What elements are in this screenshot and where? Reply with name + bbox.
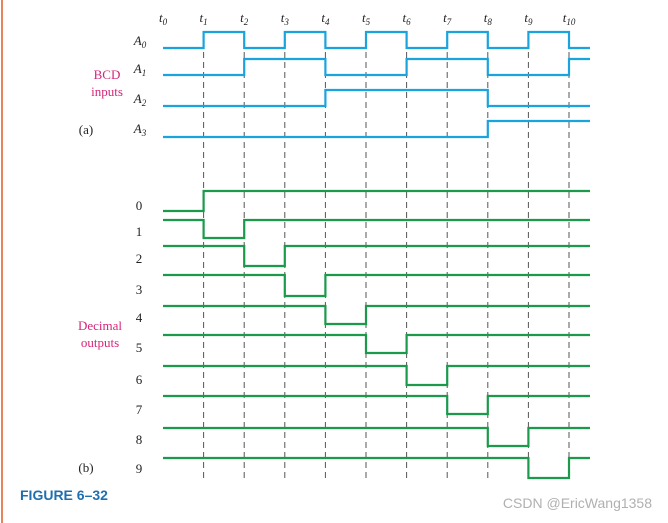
time-label-t5: t5 [362,10,371,27]
decimal-label-line2: outputs [81,335,119,350]
labels: t0 t1 t2 t3 t4 t5 t6 t7 t8 t9 t10 A0 A1 A2 A3 0 1 2 3 4 5 6 7 8… [133,10,576,476]
time-gridlines [203,32,570,478]
input-wave-a3 [163,119,590,139]
panel-b-label: (b) [78,460,93,475]
output-wave-4 [163,304,590,326]
time-label-t0: t0 [159,10,168,27]
output-wave-5 [163,333,590,355]
page-edge-line [1,0,3,523]
watermark: CSDN @EricWang1358 [503,495,652,511]
time-label-t1: t1 [200,10,208,27]
output-wave-8 [163,426,590,448]
output-wave-1 [163,218,590,240]
bcd-label-line2: inputs [91,84,123,99]
input-wave-a2 [163,88,590,108]
output-label-7: 7 [136,402,143,417]
time-label-t7: t7 [443,10,452,27]
output-wave-6 [163,364,590,387]
output-label-2: 2 [136,251,143,266]
output-label-1: 1 [136,224,143,239]
output-wave-3 [163,273,590,298]
output-label-4: 4 [136,310,143,325]
output-label-8: 8 [136,432,143,447]
input-wave-a0 [163,30,590,50]
input-waveforms [163,30,590,139]
decimal-label-line1: Decimal [78,318,122,333]
time-label-t9: t9 [524,10,533,27]
output-label-0: 0 [136,198,143,213]
output-wave-9 [163,456,590,480]
input-label-a0: A0 [133,33,147,50]
output-label-5: 5 [136,340,143,355]
input-label-a2: A2 [133,91,147,108]
input-label-a3: A3 [133,121,147,138]
panel-a-label: (a) [79,122,93,137]
time-label-t6: t6 [403,10,412,27]
time-label-t8: t8 [484,10,493,27]
output-label-9: 9 [136,461,143,476]
time-label-t4: t4 [321,10,330,27]
bcd-label-line1: BCD [94,67,121,82]
input-label-a1: A1 [133,61,146,78]
time-label-t3: t3 [281,10,290,27]
output-wave-7 [163,394,590,416]
output-label-3: 3 [136,282,143,297]
input-wave-a1 [163,57,590,77]
time-label-t2: t2 [240,10,249,27]
output-wave-2 [163,244,590,268]
output-wave-0 [163,189,590,213]
output-waveforms [163,189,590,480]
time-label-t10: t10 [563,10,576,27]
output-label-6: 6 [136,372,143,387]
figure-caption: FIGURE 6–32 [20,487,108,503]
